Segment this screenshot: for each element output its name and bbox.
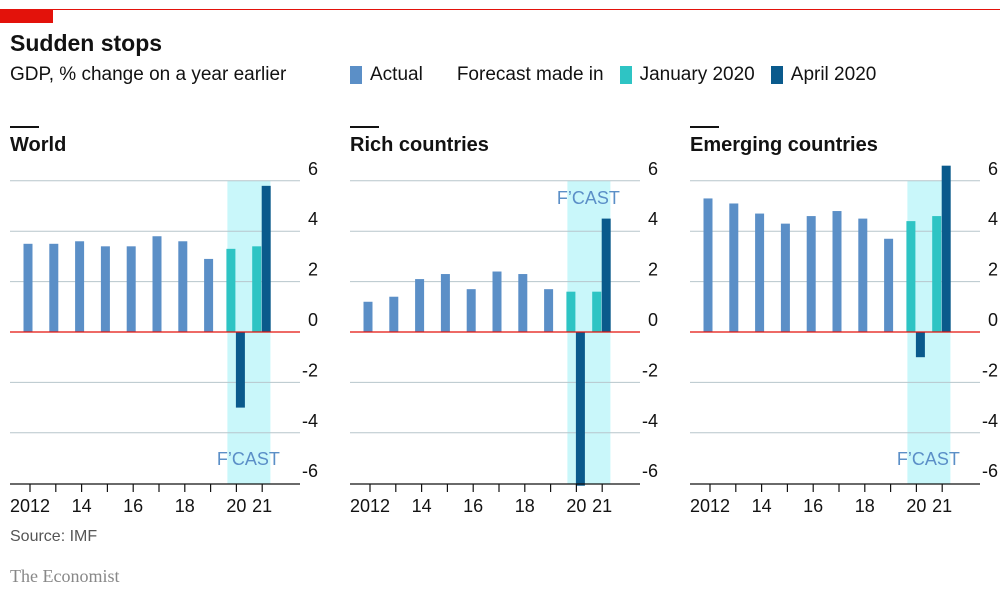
x-tick-label: 2012 (690, 496, 730, 516)
bar-actual-2014 (75, 241, 85, 332)
y-tick-label: 2 (308, 260, 318, 280)
y-tick-label: 4 (648, 209, 658, 229)
bar-apr2020-2020 (235, 332, 245, 408)
bar-jan2020-2020 (566, 291, 576, 332)
x-tick-label: 2012 (350, 496, 390, 516)
legend-forecast-label: Forecast made in (456, 64, 604, 85)
x-tick-label: 21 (592, 496, 612, 516)
bar-actual-2014 (415, 279, 425, 332)
x-tick-label: 16 (803, 496, 823, 516)
economist-red-tab (0, 9, 53, 23)
x-tick-label: 16 (463, 496, 483, 516)
bar-actual-2015 (440, 274, 450, 332)
bar-actual-2016 (466, 289, 476, 332)
bar-apr2020-2021 (261, 185, 271, 332)
legend-label-apr: April 2020 (790, 64, 877, 85)
panel-title: Emerging countries (690, 134, 878, 156)
legend: Actual Forecast made in January 2020 Apr… (350, 64, 892, 86)
x-tick-label: 20 (906, 496, 926, 516)
y-tick-label: -2 (642, 360, 658, 380)
y-tick-label: -4 (302, 411, 318, 431)
x-tick-label: 14 (752, 496, 772, 516)
y-tick-label: 4 (988, 209, 998, 229)
brand-logo: The Economist (10, 566, 120, 586)
bar-actual-2016 (806, 216, 816, 332)
panel-title-rule (350, 126, 379, 128)
bar-apr2020-2021 (941, 165, 951, 332)
y-tick-label: -2 (982, 360, 998, 380)
y-tick-label: -6 (982, 461, 998, 481)
bar-apr2020-2020 (575, 332, 585, 486)
bar-actual-2019 (884, 238, 894, 332)
y-tick-label: 2 (988, 260, 998, 280)
y-tick-label: 4 (308, 209, 318, 229)
bar-actual-2012 (703, 198, 713, 332)
panel-title: Rich countries (350, 134, 489, 156)
legend-swatch-jan (619, 66, 632, 84)
x-tick-label: 21 (932, 496, 952, 516)
source-note: Source: IMF (10, 528, 98, 545)
bar-actual-2014 (755, 213, 765, 332)
bar-actual-2013 (389, 296, 399, 332)
panel-title-rule (690, 126, 719, 128)
y-tick-label: -4 (642, 411, 658, 431)
y-tick-label: 0 (988, 310, 998, 330)
legend-swatch-apr (770, 66, 783, 84)
x-tick-label: 14 (412, 496, 432, 516)
y-tick-label: 0 (648, 310, 658, 330)
y-tick-label: 6 (308, 159, 318, 179)
legend-label-jan: January 2020 (639, 64, 755, 85)
bar-actual-2018 (518, 274, 528, 332)
bar-actual-2012 (23, 243, 33, 332)
y-tick-label: -4 (982, 411, 998, 431)
x-tick-label: 16 (123, 496, 143, 516)
bar-actual-2015 (780, 223, 790, 332)
bar-actual-2013 (49, 243, 59, 332)
bar-jan2020-2020 (906, 221, 916, 332)
bar-actual-2018 (178, 241, 188, 332)
chart-subtitle: GDP, % change on a year earlier (10, 64, 287, 85)
legend-label-actual: Actual (370, 64, 423, 85)
y-tick-label: -6 (302, 461, 318, 481)
panel-title-rule (10, 126, 39, 128)
bar-actual-2019 (544, 289, 554, 332)
forecast-label: F’CAST (217, 449, 280, 469)
forecast-label: F’CAST (897, 449, 960, 469)
y-tick-label: -6 (642, 461, 658, 481)
legend-swatch-actual (350, 66, 362, 84)
bar-actual-2017 (832, 211, 842, 332)
bar-actual-2017 (152, 236, 162, 332)
bar-actual-2012 (363, 301, 373, 332)
y-tick-label: 0 (308, 310, 318, 330)
bar-jan2020-2021 (932, 216, 942, 332)
y-tick-label: 6 (988, 159, 998, 179)
y-tick-label: 6 (648, 159, 658, 179)
bar-actual-2013 (729, 203, 739, 332)
x-tick-label: 14 (72, 496, 92, 516)
bar-jan2020-2021 (592, 291, 602, 332)
forecast-label: F’CAST (557, 188, 620, 208)
top-rule (0, 9, 1000, 10)
panel-title: World (10, 134, 66, 156)
bar-jan2020-2021 (252, 246, 262, 332)
x-tick-label: 21 (252, 496, 272, 516)
x-tick-label: 18 (515, 496, 535, 516)
bar-actual-2015 (100, 246, 110, 332)
bar-apr2020-2020 (915, 332, 925, 358)
x-tick-label: 18 (855, 496, 875, 516)
bar-actual-2019 (204, 258, 214, 332)
bar-actual-2016 (126, 246, 136, 332)
chart-title: Sudden stops (10, 30, 163, 56)
x-tick-label: 20 (566, 496, 586, 516)
bar-actual-2017 (492, 271, 502, 332)
bar-apr2020-2021 (601, 218, 611, 332)
y-tick-label: -2 (302, 360, 318, 380)
bar-jan2020-2020 (226, 248, 236, 332)
x-tick-label: 18 (175, 496, 195, 516)
x-tick-label: 20 (226, 496, 246, 516)
x-tick-label: 2012 (10, 496, 50, 516)
bar-actual-2018 (858, 218, 868, 332)
y-tick-label: 2 (648, 260, 658, 280)
